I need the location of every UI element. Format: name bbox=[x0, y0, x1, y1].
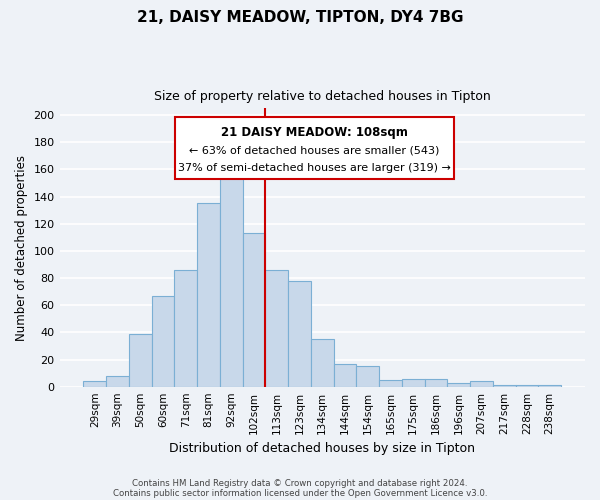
Bar bbox=[334, 364, 356, 386]
Text: ← 63% of detached houses are smaller (543): ← 63% of detached houses are smaller (54… bbox=[189, 146, 440, 156]
Bar bbox=[197, 204, 220, 386]
Title: Size of property relative to detached houses in Tipton: Size of property relative to detached ho… bbox=[154, 90, 491, 103]
Bar bbox=[129, 334, 152, 386]
Bar bbox=[220, 170, 242, 386]
FancyBboxPatch shape bbox=[175, 116, 454, 180]
Bar bbox=[83, 381, 106, 386]
Text: 37% of semi-detached houses are larger (319) →: 37% of semi-detached houses are larger (… bbox=[178, 164, 451, 173]
Y-axis label: Number of detached properties: Number of detached properties bbox=[15, 154, 28, 340]
Bar bbox=[265, 270, 288, 386]
Bar bbox=[242, 234, 265, 386]
Bar bbox=[379, 380, 402, 386]
Text: Contains HM Land Registry data © Crown copyright and database right 2024.: Contains HM Land Registry data © Crown c… bbox=[132, 478, 468, 488]
Text: 21 DAISY MEADOW: 108sqm: 21 DAISY MEADOW: 108sqm bbox=[221, 126, 408, 140]
Bar bbox=[448, 382, 470, 386]
Text: 21, DAISY MEADOW, TIPTON, DY4 7BG: 21, DAISY MEADOW, TIPTON, DY4 7BG bbox=[137, 10, 463, 25]
Bar bbox=[175, 270, 197, 386]
Bar bbox=[106, 376, 129, 386]
Text: Contains public sector information licensed under the Open Government Licence v3: Contains public sector information licen… bbox=[113, 488, 487, 498]
Bar bbox=[470, 381, 493, 386]
Bar bbox=[402, 378, 425, 386]
Bar bbox=[311, 339, 334, 386]
Bar bbox=[356, 366, 379, 386]
Bar bbox=[425, 378, 448, 386]
Bar bbox=[288, 281, 311, 386]
X-axis label: Distribution of detached houses by size in Tipton: Distribution of detached houses by size … bbox=[169, 442, 475, 455]
Bar bbox=[152, 296, 175, 386]
